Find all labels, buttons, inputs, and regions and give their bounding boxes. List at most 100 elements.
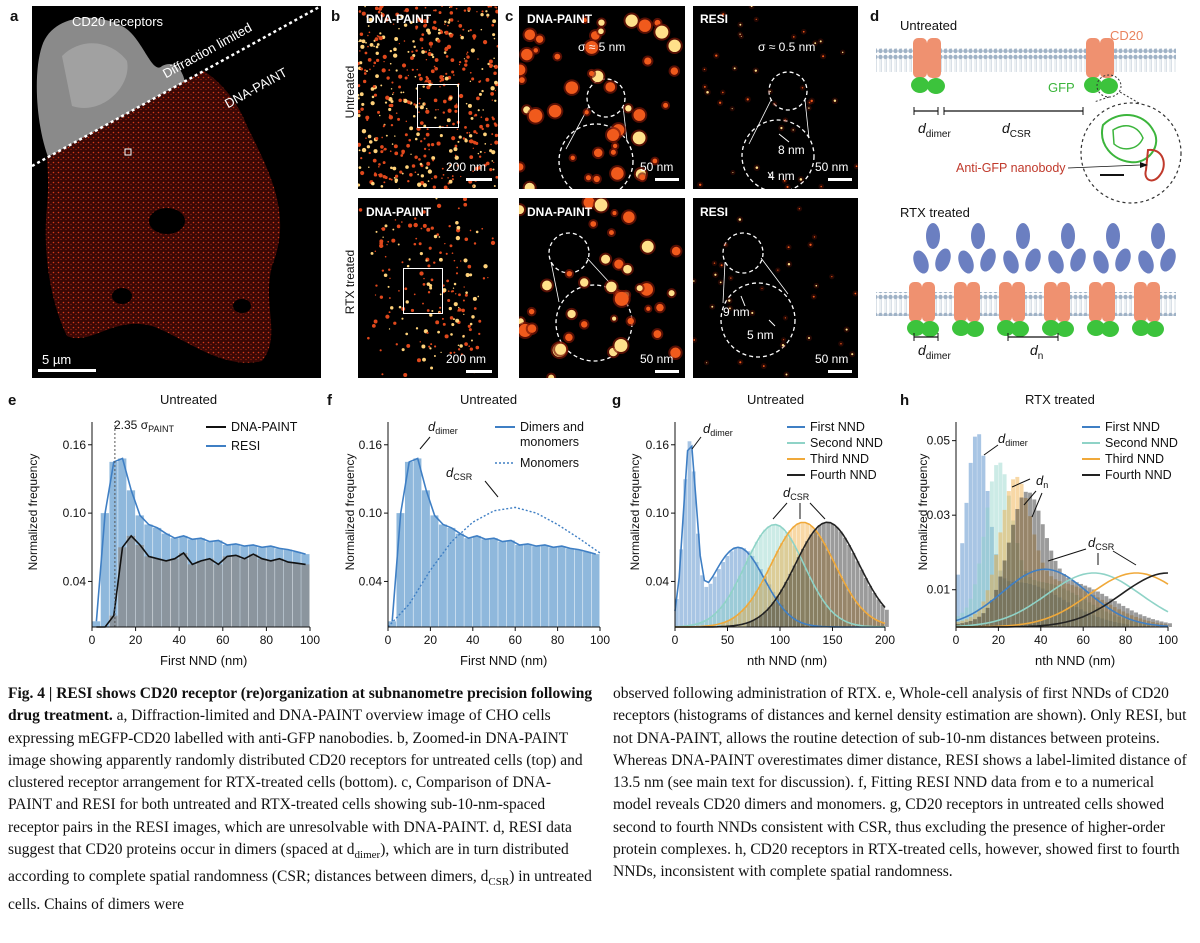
localization-dot	[367, 34, 369, 37]
localization-dot	[388, 328, 391, 330]
nnd-bar	[956, 616, 960, 627]
localization-dot	[451, 70, 455, 74]
nnd-bar	[1049, 583, 1054, 627]
gfp-tag	[1011, 321, 1029, 337]
localization-dot	[469, 347, 474, 351]
localization-dot	[426, 331, 429, 334]
nnd-bar	[1045, 570, 1049, 627]
caption-col1-sub1: dimer	[354, 849, 381, 862]
panel-c-resi-rtx-svg	[693, 206, 858, 378]
panel-b-top-title: DNA-PAINT	[366, 12, 432, 26]
localization-dot	[405, 120, 408, 123]
localization-dot	[598, 28, 604, 35]
localization-dot	[437, 31, 441, 35]
localization-dot	[451, 290, 455, 293]
localization-dot	[703, 85, 706, 88]
localization-dot	[490, 240, 496, 246]
nnd-bar	[813, 529, 818, 627]
localization-dot	[535, 35, 544, 43]
nnd-bar	[977, 616, 982, 627]
paint-bar	[135, 545, 144, 627]
resi-bar	[583, 551, 592, 627]
localization-dot	[402, 99, 405, 101]
resi-bar	[109, 461, 118, 627]
resi-bar	[413, 458, 422, 627]
nnd-bar	[1091, 589, 1096, 627]
localization-dot	[415, 27, 418, 30]
localization-dot	[420, 227, 423, 230]
nnd-bar	[742, 608, 746, 627]
localization-dot	[405, 300, 409, 304]
localization-dot	[449, 351, 452, 355]
localization-dot	[593, 148, 603, 158]
localization-dot	[429, 347, 432, 350]
nnd-bar	[1091, 604, 1096, 627]
y-tick-label: 0.10	[646, 506, 670, 520]
localization-dot	[405, 165, 409, 169]
nnd-bar	[985, 590, 990, 627]
localization-dot	[755, 18, 757, 20]
localization-dot	[412, 54, 416, 58]
nnd-bar	[1053, 594, 1058, 627]
nnd-bar	[1049, 576, 1054, 627]
nnd-bar	[796, 553, 801, 627]
nnd-bar	[775, 525, 780, 627]
cd20-monomer	[999, 282, 1012, 322]
nnd-bar	[771, 591, 776, 627]
localization-dot	[439, 293, 442, 296]
localization-dot	[427, 169, 433, 174]
localization-dot	[627, 317, 634, 325]
nnd-bar	[712, 614, 717, 627]
ddimer-arrow	[691, 436, 702, 450]
nnd-bar	[1019, 560, 1024, 627]
resi-bar	[498, 541, 507, 627]
localization-dot	[446, 118, 451, 123]
localization-dot	[467, 324, 471, 328]
localization-dot	[404, 76, 408, 80]
localization-dot	[433, 9, 435, 12]
localization-dot	[706, 90, 709, 94]
dcsr-sub: CSR	[453, 472, 473, 482]
localization-dot	[494, 133, 498, 138]
panel-b-bottom-dots	[358, 198, 496, 377]
localization-dot	[389, 150, 392, 153]
localization-dot	[814, 42, 817, 45]
localization-dot	[405, 332, 409, 336]
localization-dot	[407, 74, 410, 77]
localization-dot	[453, 259, 456, 262]
localization-dot	[418, 73, 421, 77]
localization-dot	[739, 23, 742, 26]
localization-dot	[494, 80, 498, 85]
nnd-bar	[964, 619, 969, 627]
localization-dot	[434, 66, 438, 71]
resi-bar	[557, 546, 566, 627]
localization-dot	[555, 343, 567, 355]
chart-g-xlabel: nth NND (nm)	[747, 653, 828, 668]
nnd-bar	[1155, 620, 1160, 627]
localization-dot	[492, 33, 496, 37]
localization-dot	[493, 122, 497, 126]
nnd-bar	[1095, 607, 1100, 627]
nnd-bar	[822, 601, 826, 627]
localization-dot	[421, 344, 426, 349]
localization-dot	[457, 140, 460, 143]
localization-dot	[464, 293, 468, 297]
localization-dot	[434, 116, 437, 119]
localization-dot	[430, 226, 434, 230]
localization-dot	[780, 126, 783, 130]
panel-d-schematic	[876, 38, 1182, 341]
nnd-bar	[1138, 614, 1143, 627]
nnd-bar	[750, 597, 755, 627]
localization-dot	[792, 36, 795, 38]
rtx-antibody-arm	[1048, 250, 1064, 274]
localization-dot	[487, 16, 489, 19]
nnd-bar	[1100, 599, 1105, 627]
localization-dot	[493, 57, 495, 60]
localization-dot	[358, 93, 360, 97]
localization-dot	[798, 208, 801, 210]
localization-dot	[471, 77, 475, 81]
nnd-bar	[771, 524, 776, 627]
nnd-bar	[805, 541, 809, 627]
localization-dot	[443, 185, 448, 189]
localization-dot	[479, 80, 482, 82]
